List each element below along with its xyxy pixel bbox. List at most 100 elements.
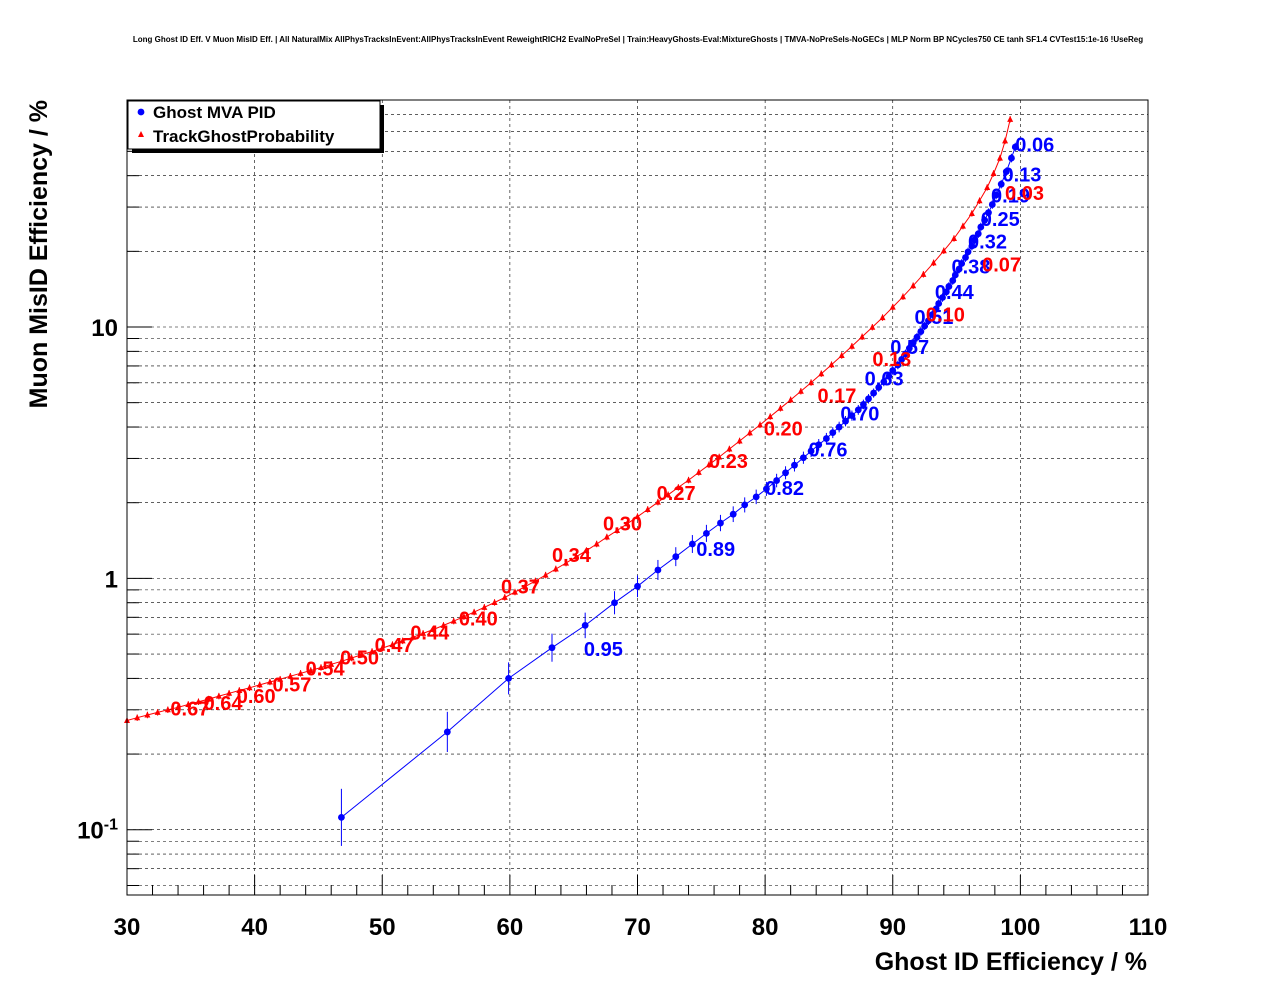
- data-point: [894, 361, 902, 369]
- data-point: [369, 647, 376, 654]
- data-point: [829, 429, 837, 437]
- data-point: [889, 303, 896, 310]
- data-point: [951, 271, 959, 279]
- data-point: [889, 367, 897, 374]
- data-point: [808, 379, 815, 386]
- data-label: 0.06: [1015, 134, 1054, 156]
- data-point: [1007, 115, 1014, 122]
- data-point: [958, 260, 966, 267]
- data-point: [471, 608, 478, 615]
- data-point: [962, 254, 969, 261]
- data-label: 0.70: [840, 403, 879, 425]
- data-label: 0.13: [1003, 164, 1042, 186]
- x-tick-label: 100: [1000, 914, 1040, 941]
- data-point: [828, 361, 835, 368]
- data-point: [1011, 143, 1019, 151]
- data-label: 0.47: [375, 635, 414, 657]
- data-point: [773, 477, 781, 484]
- data-point: [717, 519, 724, 527]
- data-point: [955, 265, 963, 273]
- data-point: [940, 247, 947, 254]
- data-point: [593, 540, 600, 547]
- data-point: [835, 423, 843, 431]
- data-point: [634, 513, 641, 520]
- data-point: [440, 621, 447, 628]
- x-tick-label: 30: [114, 914, 141, 941]
- data-point: [420, 629, 427, 636]
- legend-marker-track-ghost-probability: [138, 131, 144, 137]
- point-labels: 0.95 0.89 0.820.76 0.70 0.63 0.57 0.51 0.44 0.38…: [170, 134, 1054, 720]
- data-point: [1002, 137, 1009, 144]
- data-point: [532, 577, 539, 584]
- data-point: [277, 675, 284, 682]
- data-point: [985, 209, 992, 217]
- data-point: [848, 342, 855, 349]
- data-point: [705, 461, 712, 468]
- data-point: [256, 681, 263, 688]
- data-label: 0.57: [272, 674, 311, 696]
- x-tick-label: 80: [752, 914, 779, 941]
- data-label: 0.25: [981, 209, 1020, 231]
- data-point: [752, 493, 760, 501]
- data-point: [951, 234, 958, 241]
- y-axis-title: Muon MisID Efficiency / %: [25, 100, 53, 408]
- data-point: [491, 598, 498, 605]
- data-point: [665, 491, 672, 498]
- data-point: [977, 223, 985, 231]
- data-point: [164, 706, 171, 713]
- data-point: [481, 603, 488, 610]
- data-point: [505, 674, 512, 682]
- data-point: [777, 404, 784, 411]
- data-point: [988, 201, 996, 208]
- data-point: [703, 529, 710, 537]
- series-layer: [124, 115, 1019, 846]
- data-point: [945, 283, 953, 290]
- data-point: [807, 447, 815, 455]
- data-label: 0.23: [709, 451, 748, 473]
- data-point: [522, 583, 529, 590]
- data-point: [910, 282, 917, 289]
- data-point: [909, 339, 917, 347]
- data-point: [297, 669, 304, 676]
- data-point: [870, 389, 878, 397]
- data-point: [726, 445, 733, 452]
- data-point: [885, 372, 893, 380]
- data-point: [399, 637, 406, 644]
- x-tick-label: 40: [241, 914, 268, 941]
- data-point: [205, 695, 212, 702]
- data-point: [935, 300, 943, 307]
- data-point: [971, 236, 978, 244]
- data-point: [959, 222, 966, 229]
- data-point: [782, 469, 789, 477]
- data-point: [409, 633, 416, 640]
- data-point: [654, 566, 662, 574]
- data-point: [644, 505, 651, 512]
- data-point: [1002, 168, 1010, 176]
- data-label: 0.07: [982, 255, 1021, 277]
- x-tick-label: 110: [1129, 914, 1168, 941]
- data-point: [236, 687, 243, 694]
- data-point: [913, 333, 921, 341]
- data-point: [848, 412, 856, 420]
- data-point: [905, 344, 913, 352]
- legend-marker-ghost-mva-pid: [137, 108, 145, 116]
- data-point: [542, 571, 549, 578]
- x-axis-title: Ghost ID Efficiency / %: [875, 948, 1147, 976]
- data-point: [358, 651, 365, 658]
- legend: Ghost MVA PID TrackGhostProbability: [127, 100, 384, 153]
- data-label: 0.60: [237, 686, 276, 708]
- data-point: [797, 387, 804, 394]
- data-label: 0.13: [872, 349, 911, 371]
- data-point: [917, 328, 925, 335]
- data-label: 0.40: [459, 608, 498, 630]
- legend-label-track-ghost-probability: TrackGhostProbability: [153, 127, 335, 146]
- legend-box: [127, 100, 381, 150]
- data-point: [898, 356, 906, 363]
- data-point: [865, 395, 872, 403]
- data-point: [815, 441, 823, 449]
- data-point: [195, 698, 202, 705]
- data-point: [695, 468, 702, 475]
- data-point: [902, 350, 909, 358]
- data-point: [501, 593, 508, 600]
